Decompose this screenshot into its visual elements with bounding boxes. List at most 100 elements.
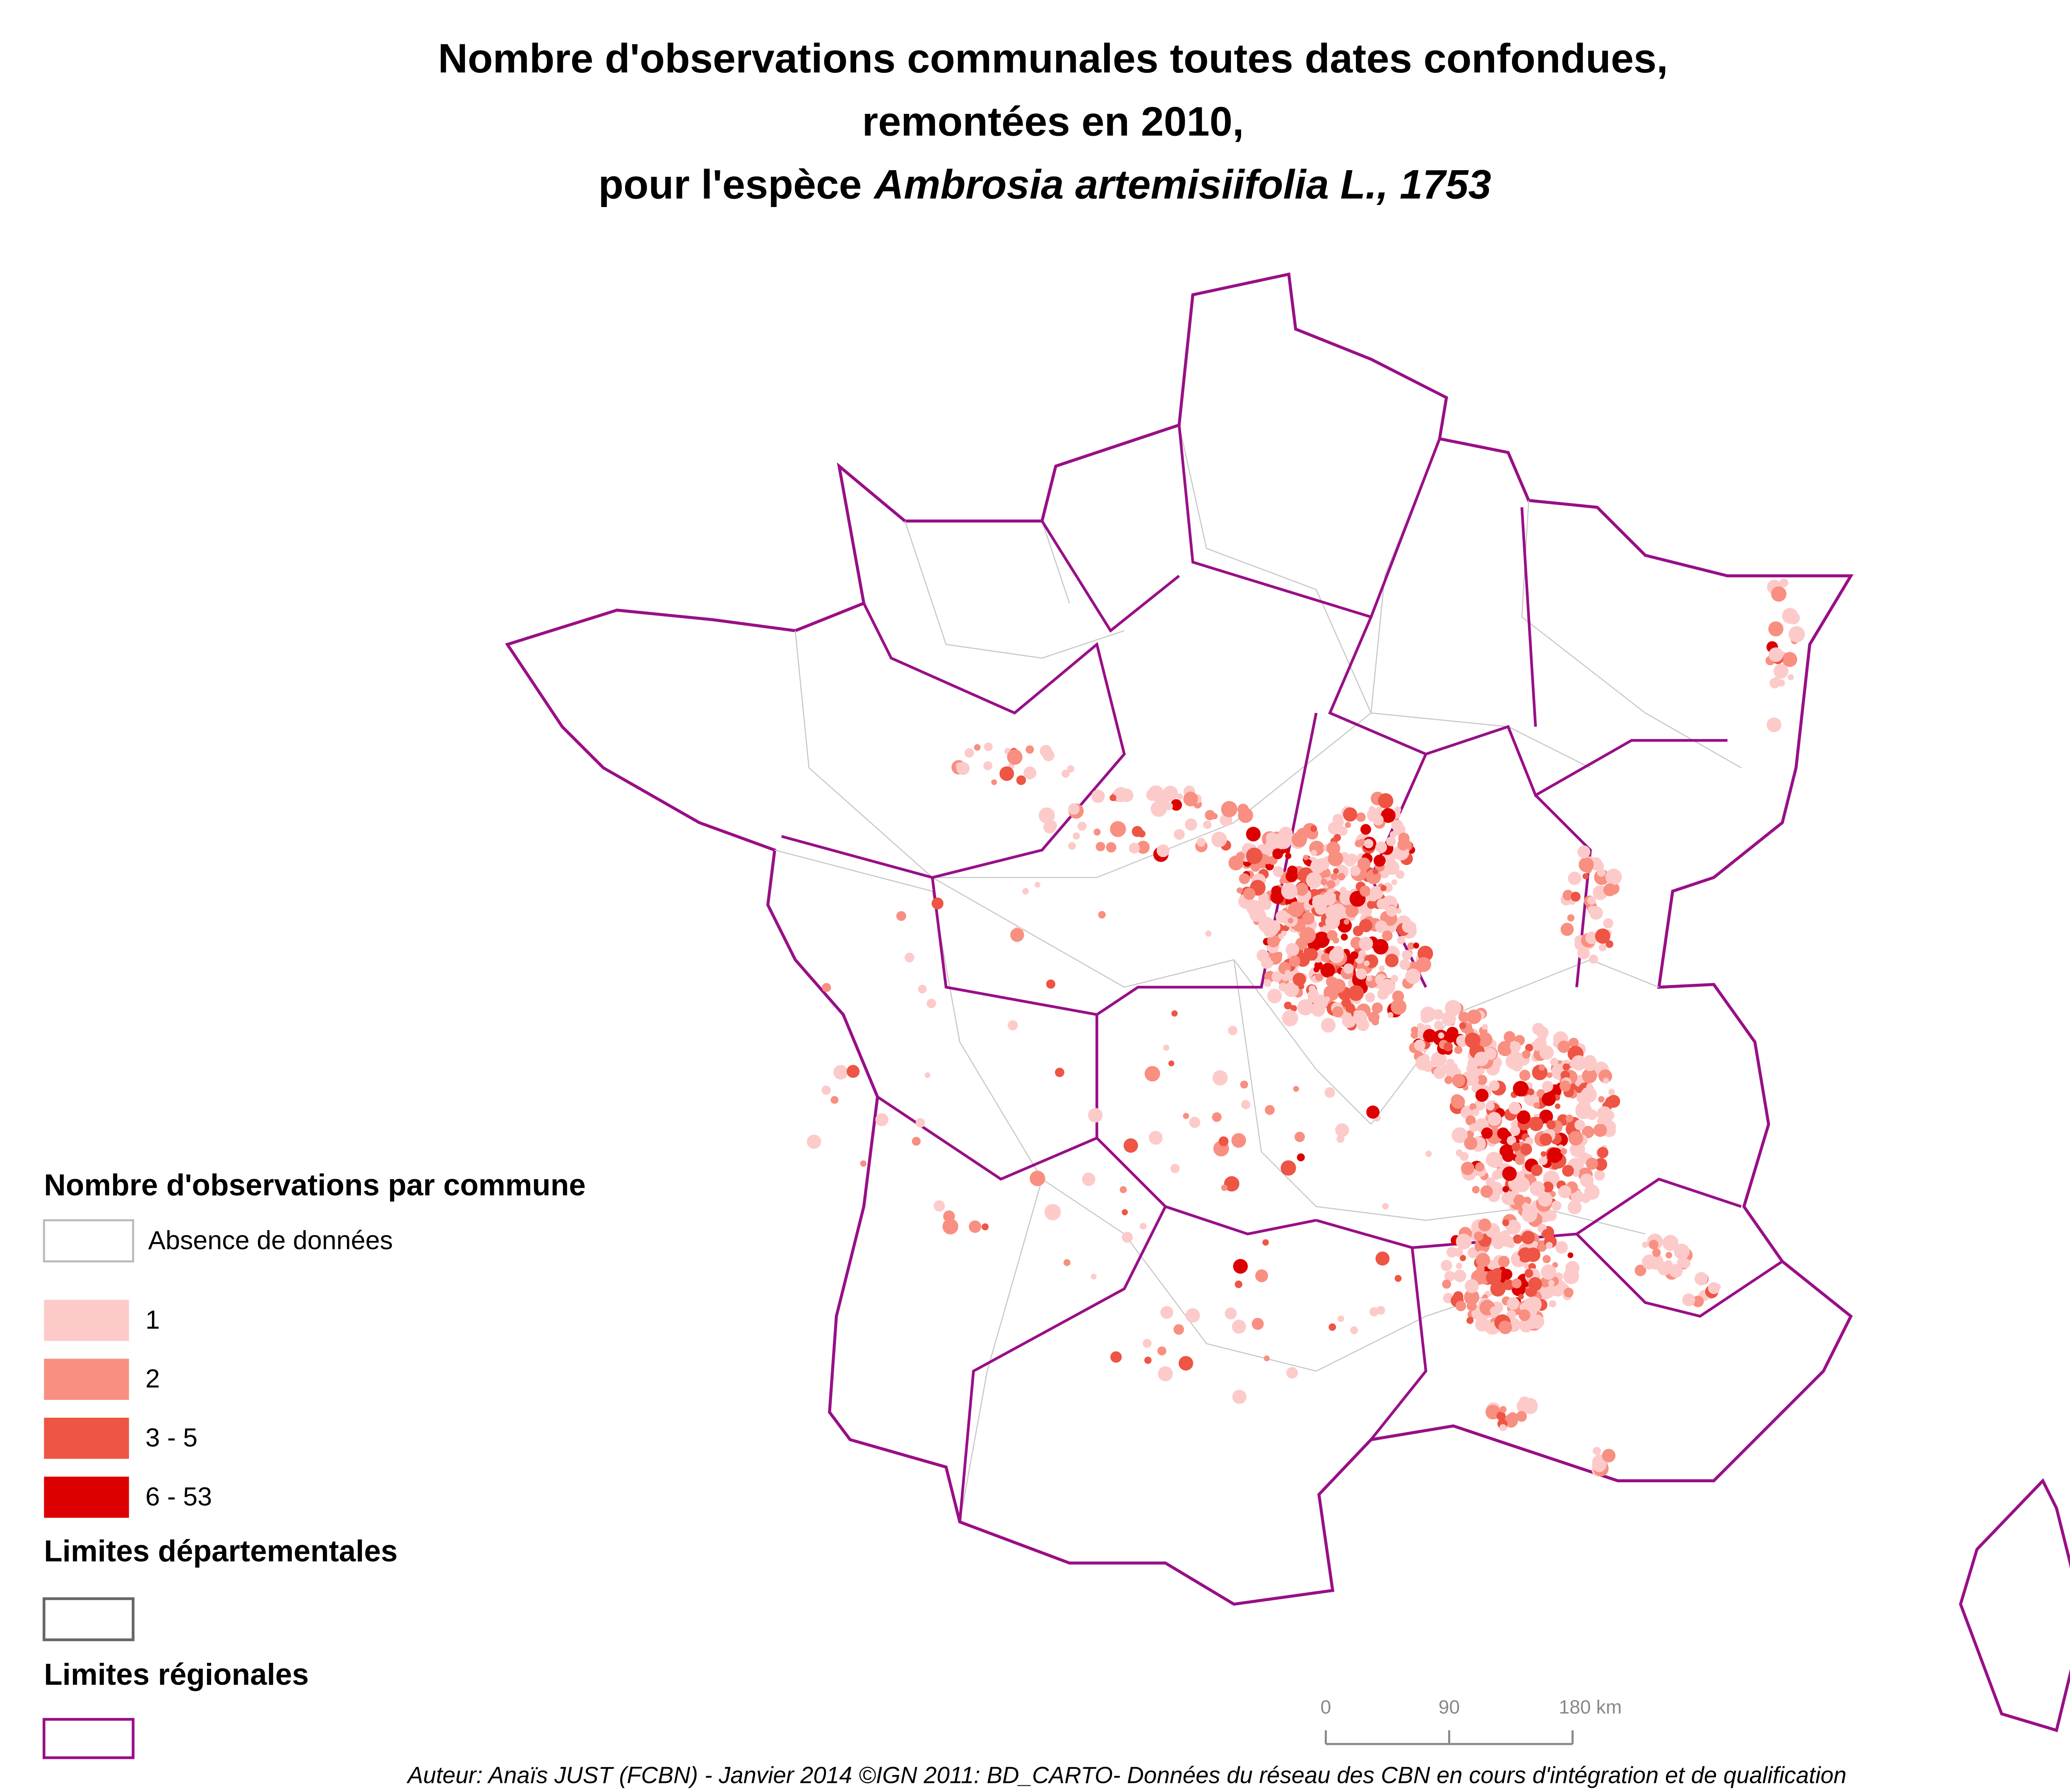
observation-patch <box>1400 960 1410 970</box>
observation-patch <box>1434 1020 1444 1030</box>
title-line: remontées en 2010, <box>862 99 1244 145</box>
observation-patch <box>1284 982 1299 997</box>
observation-patch <box>1555 1241 1568 1254</box>
observation-patch <box>942 1219 958 1235</box>
observation-patch <box>1500 1406 1507 1413</box>
observation-patch <box>1551 1200 1562 1211</box>
observation-patch <box>1305 948 1318 961</box>
observation-patch <box>1067 765 1074 773</box>
observation-patch <box>822 983 831 992</box>
observation-patch <box>1160 1306 1173 1319</box>
observation-patch <box>1464 1137 1478 1150</box>
species-name: Ambrosia artemisiifolia L., 1753 <box>873 162 1491 208</box>
observation-patch <box>1030 1171 1045 1186</box>
observation-patch <box>1386 906 1397 917</box>
observation-patch <box>1281 883 1298 900</box>
observation-patch <box>1023 766 1037 780</box>
observation-patch <box>1546 1072 1552 1078</box>
title-line: Nombre d'observations communales toutes … <box>438 36 1668 82</box>
observation-patch <box>1278 983 1288 992</box>
observation-patch <box>1569 1038 1579 1048</box>
observation-patch <box>1577 947 1590 960</box>
observation-patch <box>1475 1089 1489 1102</box>
observation-patch <box>1414 1039 1425 1051</box>
observation-patch <box>1446 1247 1457 1258</box>
observation-patch <box>1093 829 1101 836</box>
observation-patch <box>1389 831 1397 838</box>
observation-patch <box>1293 973 1306 986</box>
observation-patch <box>1768 647 1784 662</box>
observation-patch <box>1240 1080 1248 1089</box>
observation-patch <box>1545 1210 1557 1221</box>
observation-patch <box>964 748 974 758</box>
observation-patch <box>1372 1002 1383 1014</box>
observation-patch <box>1518 1293 1524 1300</box>
observation-patch <box>1326 880 1336 889</box>
legend-label: 3 - 5 <box>145 1423 197 1452</box>
observation-patch <box>1231 1133 1246 1148</box>
legend-label: 1 <box>145 1305 160 1334</box>
observation-patch <box>1275 833 1292 849</box>
observation-patch <box>1486 1151 1502 1168</box>
observation-patch <box>1519 1069 1531 1081</box>
observation-patch <box>1246 826 1261 842</box>
observation-patch <box>1256 949 1269 962</box>
observation-patch <box>904 952 915 963</box>
observation-patch <box>1046 820 1057 831</box>
observation-patch <box>1605 1096 1617 1108</box>
observation-patch <box>1562 1063 1570 1071</box>
region-line <box>781 425 1783 1522</box>
observation-patch <box>875 1113 888 1126</box>
observation-patch <box>1500 1041 1512 1054</box>
department-lines <box>774 425 1742 1522</box>
observation-patch <box>1477 1074 1488 1085</box>
observation-patch <box>1529 1181 1545 1196</box>
observation-patch <box>1486 1102 1495 1111</box>
scale-label: 180 km <box>1559 1696 1622 1717</box>
observation-patch <box>1288 918 1294 924</box>
observation-patch <box>1366 975 1372 982</box>
observation-patch <box>1221 1184 1228 1191</box>
observation-patch <box>1061 769 1070 778</box>
observation-patch <box>1546 1120 1556 1130</box>
observation-patch <box>1567 1200 1582 1214</box>
observation-patch <box>1466 1009 1482 1024</box>
observation-patch <box>1568 1131 1583 1146</box>
observation-patch <box>1778 679 1785 687</box>
observation-patch <box>1282 1010 1298 1026</box>
observation-patch <box>1282 974 1289 982</box>
observation-patch <box>1455 1301 1466 1311</box>
observation-patch <box>1236 852 1245 861</box>
observation-patch <box>1484 1048 1497 1060</box>
observation-patch <box>830 1096 839 1104</box>
observation-patch <box>1385 954 1399 968</box>
observation-patch <box>1589 954 1598 964</box>
observation-patch <box>1144 1066 1160 1082</box>
observation-patch <box>1570 891 1581 902</box>
observation-patch <box>1333 868 1339 874</box>
observation-patch <box>1386 836 1396 846</box>
observation-patch <box>1189 1117 1201 1128</box>
observation-patch <box>1666 1252 1672 1259</box>
observation-patch <box>1583 1055 1597 1069</box>
observation-patch <box>1284 848 1290 854</box>
observation-patch <box>1682 1293 1695 1306</box>
observation-patch <box>1581 1126 1594 1138</box>
observation-patch <box>1375 841 1387 853</box>
observation-patch <box>1526 1296 1542 1313</box>
observation-patch <box>1581 1110 1589 1118</box>
observation-patch <box>1603 1078 1609 1084</box>
observation-patch <box>1649 1240 1658 1250</box>
observation-patch <box>1394 806 1401 814</box>
observation-patch <box>1271 955 1276 961</box>
observation-patch <box>1782 652 1798 667</box>
observation-patch <box>1236 887 1243 894</box>
observation-patch <box>1604 1120 1616 1133</box>
observation-patch <box>1252 1318 1264 1330</box>
observation-patch <box>1257 910 1267 920</box>
observation-patch <box>1520 1143 1532 1156</box>
observation-patch <box>1498 1256 1510 1267</box>
observation-patch <box>1306 872 1322 889</box>
observation-patch <box>1266 832 1278 844</box>
